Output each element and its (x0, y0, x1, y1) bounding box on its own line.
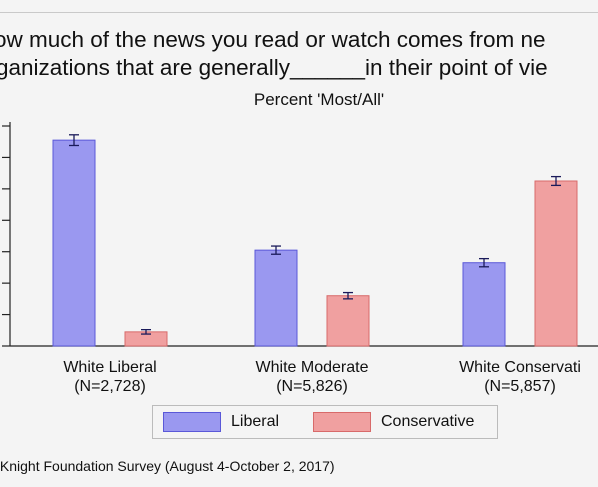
bar-liberal-2 (462, 262, 506, 347)
question-line-2: ganizations that are generally______in t… (0, 55, 548, 80)
legend: Liberal Conservative (152, 405, 498, 439)
category-n-0: (N=2,728) (74, 378, 146, 395)
bar-chart: White Liberal (N=2,728) White Moderate (N=5… (2, 122, 598, 395)
top-divider (0, 12, 598, 13)
bar-conservative-2 (534, 180, 578, 347)
bar-liberal-1 (254, 249, 298, 347)
legend-swatch-liberal (163, 412, 221, 432)
bar-conservative-1 (326, 295, 370, 347)
category-label-0: White Liberal (63, 359, 156, 376)
category-label-1: White Moderate (256, 359, 369, 376)
category-n-1: (N=5,826) (276, 378, 348, 395)
bar-liberal-0 (52, 139, 96, 347)
chart-subtitle: Percent 'Most/All' (253, 90, 385, 109)
survey-question: ow much of the news you read or watch co… (0, 26, 598, 82)
legend-swatch-conservative (313, 412, 371, 432)
legend-label-liberal: Liberal (231, 413, 280, 430)
category-n-2: (N=5,857) (484, 378, 556, 395)
source-note: /Knight Foundation Survey (August 4-Octo… (0, 458, 335, 474)
legend-label-conservative: Conservative (381, 413, 475, 430)
category-label-2: White Conservati (459, 359, 581, 376)
question-line-1: ow much of the news you read or watch co… (0, 27, 546, 52)
